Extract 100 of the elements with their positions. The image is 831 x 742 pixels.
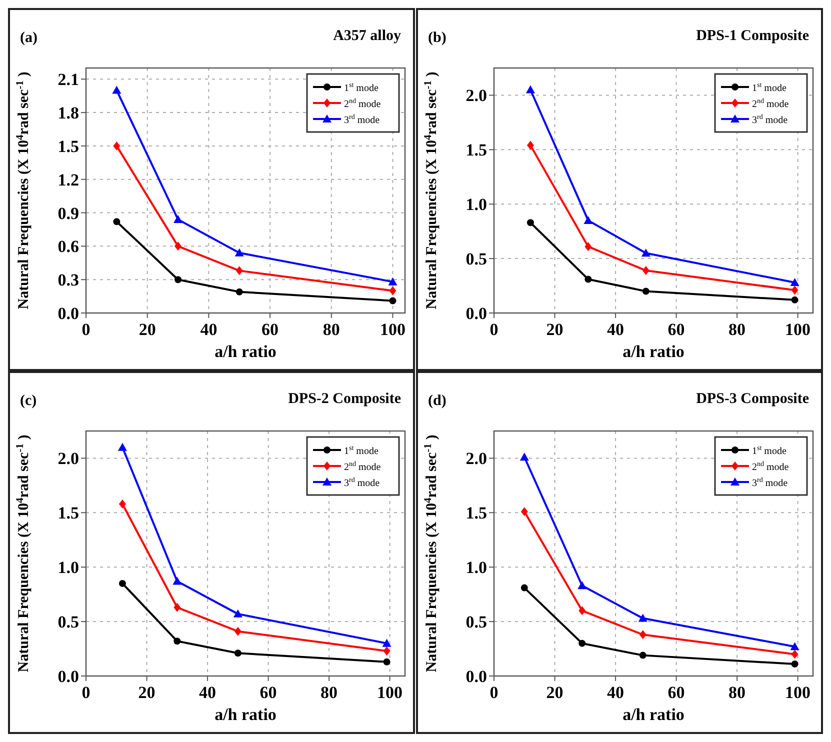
legend-label: 3$^{rd}$ mode: [344, 113, 380, 126]
point: [791, 296, 798, 304]
point: [174, 276, 182, 284]
point: [383, 646, 390, 656]
y-tick-label: 0.5: [466, 250, 487, 269]
point: [638, 614, 648, 622]
y-tick-label: 1.0: [58, 558, 79, 578]
point: [113, 141, 120, 150]
point: [234, 650, 242, 657]
point: [520, 584, 528, 592]
point: [520, 507, 528, 516]
point: [584, 242, 592, 252]
y-tick-label: 0.5: [466, 612, 487, 632]
y-tick-label: 1.2: [58, 170, 79, 190]
x-tick-label: 80: [728, 683, 746, 702]
legend-label: 3$^{rd}$ mode: [344, 476, 380, 489]
legend-label: 2$^{nd}$ mode: [344, 97, 382, 110]
legend-label: 1$^{st}$ mode: [344, 444, 379, 457]
point: [578, 606, 586, 616]
y-tick-label: 0.3: [58, 270, 79, 290]
legend-label: 3$^{rd}$ mode: [752, 113, 788, 126]
x-tick-label: 100: [785, 320, 811, 339]
x-tick-label: 60: [260, 683, 277, 702]
x-tick-label: 100: [377, 683, 403, 702]
chart-title: DPS-1 Composite: [696, 28, 810, 44]
point: [236, 266, 243, 276]
point: [234, 626, 242, 636]
legend-label: 2$^{nd}$ mode: [752, 460, 790, 473]
x-tick-label: 60: [668, 320, 685, 339]
legend-label: 1$^{st}$ mode: [752, 81, 787, 94]
y-tick-label: 0.9: [58, 204, 79, 223]
point: [791, 650, 798, 659]
y-tick-label: 2.0: [466, 86, 487, 106]
y-tick-label: 1.5: [466, 504, 487, 523]
x-axis-title: a/h ratio: [214, 342, 276, 361]
x-tick-label: 80: [322, 320, 340, 339]
y-tick-label: 1.5: [58, 136, 79, 156]
point: [389, 297, 396, 304]
x-axis-title: a/h ratio: [622, 705, 684, 724]
x-tick-label: 0: [490, 683, 498, 702]
y-tick-label: 0.6: [58, 237, 79, 256]
y-tick-label: 0.0: [58, 304, 79, 323]
y-tick-label: 1.0: [466, 558, 487, 578]
x-tick-label: 0: [82, 320, 90, 339]
x-tick-label: 20: [546, 320, 564, 339]
x-tick-label: 60: [668, 683, 685, 702]
point: [388, 277, 398, 286]
x-tick-label: 20: [138, 683, 156, 702]
point: [174, 638, 181, 645]
y-tick-label: 1.8: [58, 104, 79, 123]
y-tick-label: 2.0: [466, 449, 487, 468]
x-tick-label: 60: [262, 320, 279, 339]
point: [118, 442, 127, 451]
text: (a): [20, 30, 38, 46]
x-axis-title: a/h ratio: [622, 342, 684, 361]
text: (d): [428, 393, 446, 409]
point: [791, 286, 798, 295]
y-tick-label: 2.1: [58, 70, 79, 90]
point: [236, 288, 243, 296]
point: [578, 640, 586, 647]
x-tick-label: 100: [380, 320, 406, 339]
x-tick-label: 40: [607, 320, 624, 339]
x-tick-label: 40: [200, 320, 218, 339]
point: [113, 218, 120, 226]
text: (b): [428, 30, 446, 46]
point: [790, 642, 800, 650]
x-axis-title: a/h ratio: [214, 705, 276, 724]
legend-label: 1$^{st}$ mode: [752, 444, 787, 457]
y-tick-label: 1.0: [466, 195, 487, 214]
point: [118, 580, 126, 587]
point: [641, 248, 650, 257]
point: [383, 658, 390, 666]
legend-label: 2$^{nd}$ mode: [752, 97, 790, 110]
point: [520, 452, 529, 461]
x-tick-label: 20: [546, 683, 564, 702]
legend-label: 2$^{nd}$ mode: [344, 460, 382, 473]
point: [526, 219, 534, 226]
point: [578, 581, 587, 590]
point: [639, 652, 646, 659]
point: [791, 660, 798, 668]
point: [234, 248, 244, 256]
point: [526, 140, 534, 150]
y-tick-label: 0.0: [466, 304, 487, 323]
point: [174, 602, 181, 612]
x-tick-label: 20: [138, 320, 156, 339]
point: [642, 288, 650, 295]
point: [172, 576, 182, 585]
point: [584, 276, 592, 283]
y-tick-label: 0.5: [58, 612, 79, 632]
x-tick-label: 40: [199, 683, 216, 702]
x-tick-label: 100: [785, 683, 811, 702]
x-tick-label: 0: [490, 320, 498, 339]
x-tick-label: 40: [607, 683, 624, 702]
y-tick-label: 1.5: [58, 504, 79, 523]
point: [118, 499, 126, 508]
x-tick-label: 0: [82, 683, 90, 702]
point: [639, 630, 646, 640]
legend-label: 1$^{st}$ mode: [344, 81, 379, 94]
chart-title: DPS-3 Composite: [696, 391, 810, 407]
y-tick-label: 0.0: [466, 667, 487, 686]
